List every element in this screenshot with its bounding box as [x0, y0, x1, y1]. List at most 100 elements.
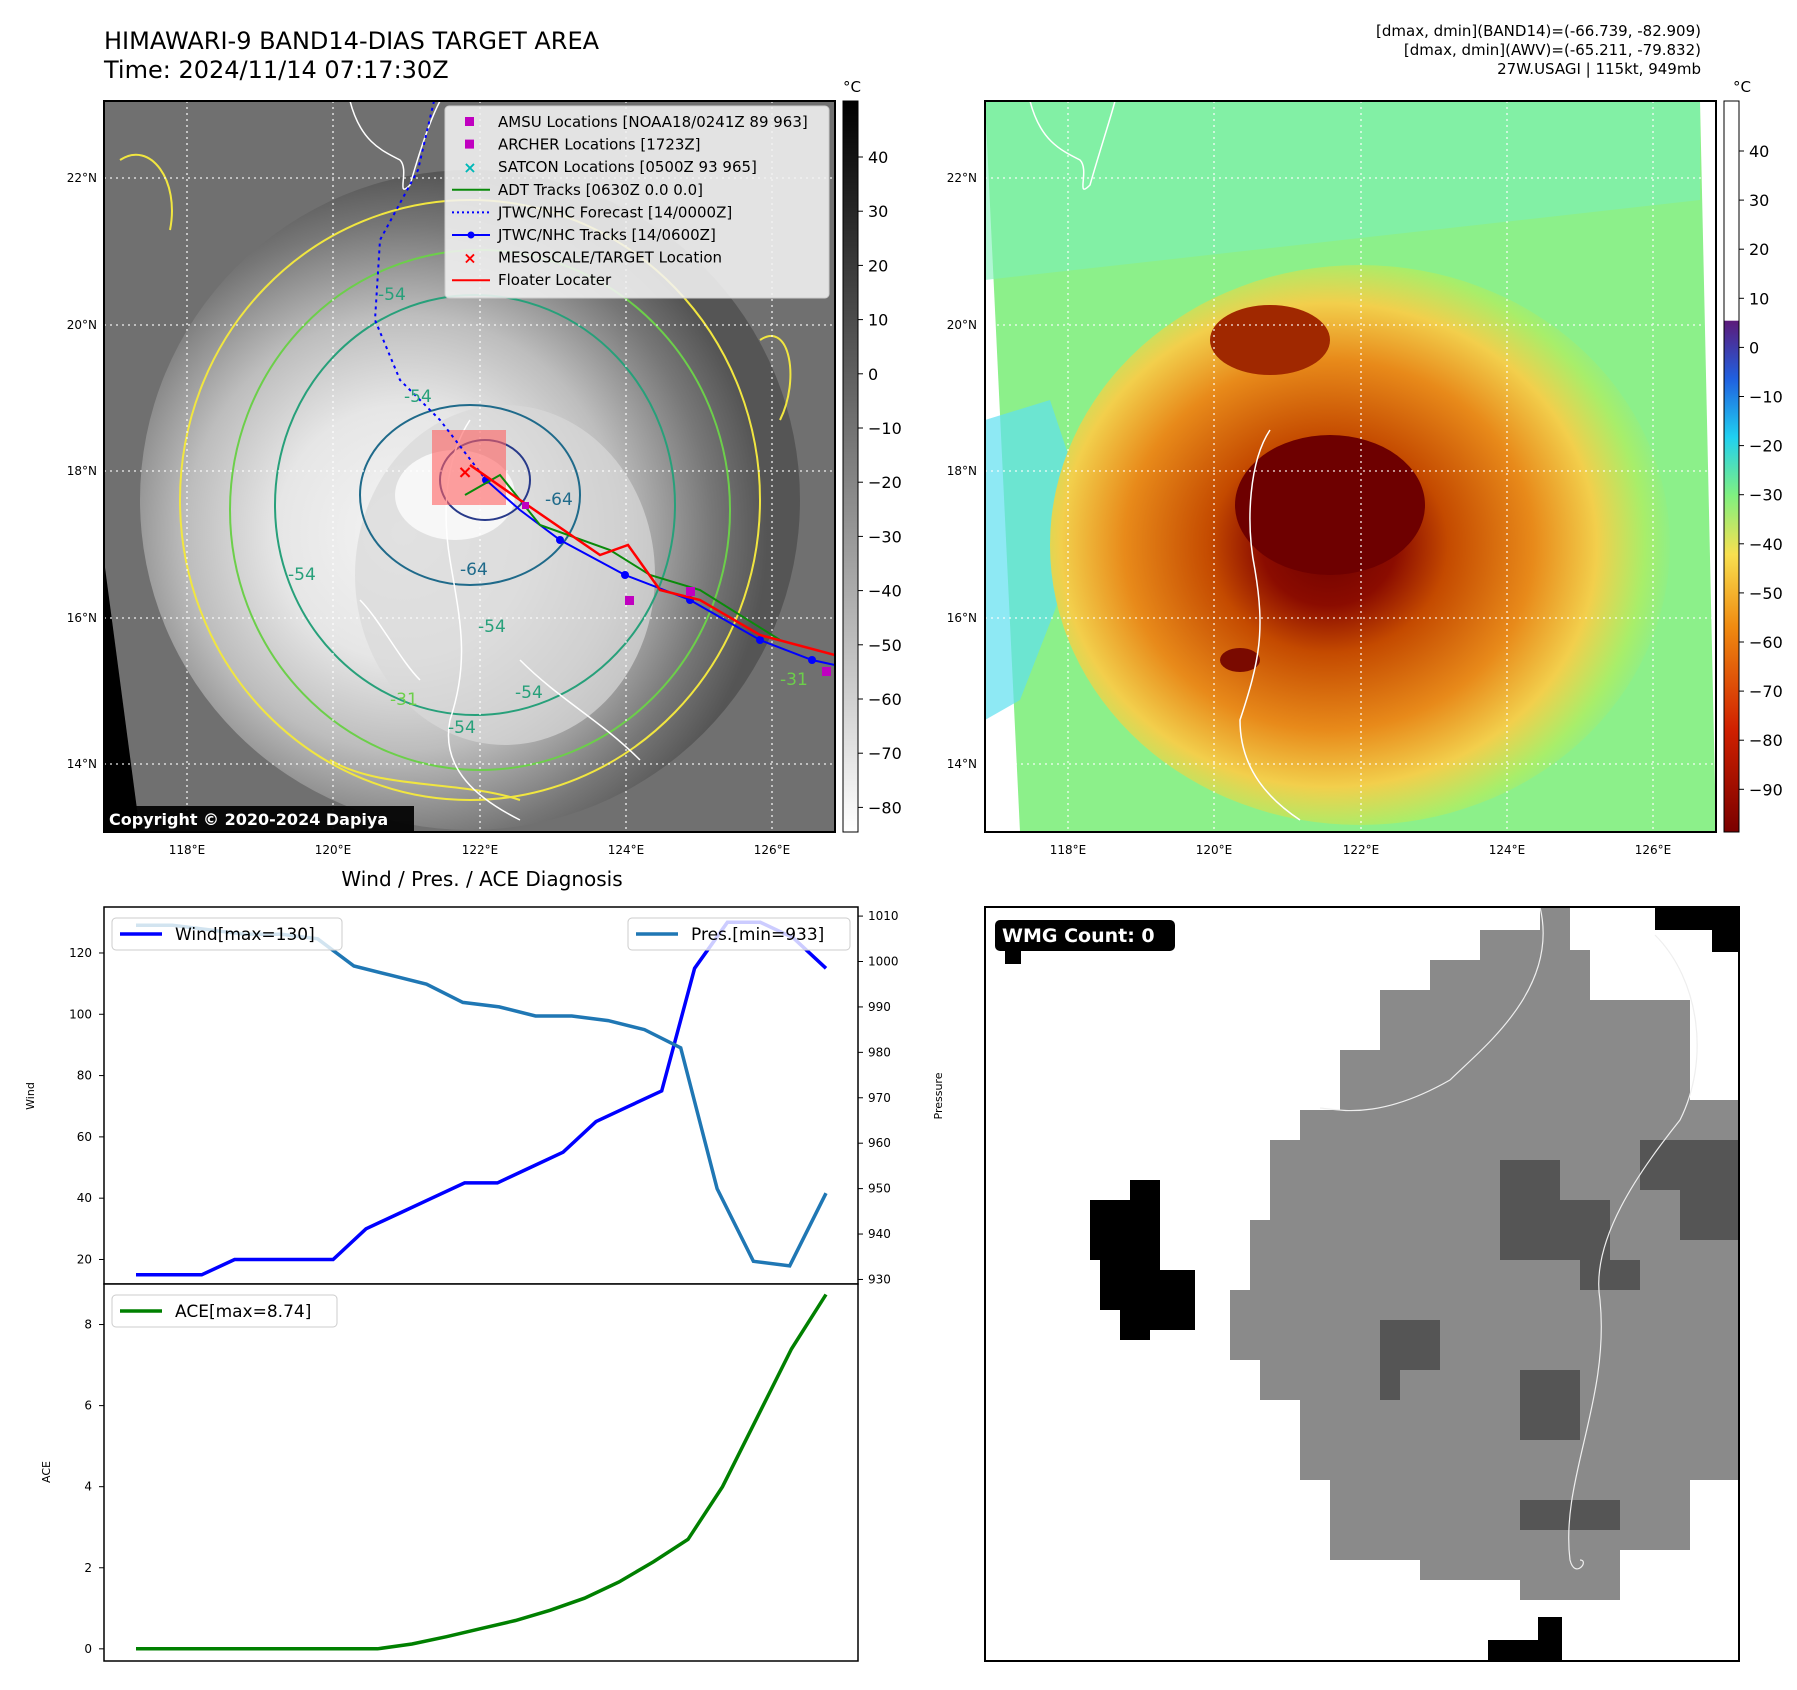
- lat-tick: 14°N: [67, 757, 97, 771]
- lat-tick: 18°N: [67, 464, 97, 478]
- wind-legend-label: Wind[max=130]: [175, 925, 315, 945]
- y-tick-label: 8: [84, 1318, 92, 1332]
- map-color-panel: 118°E 120°E 122°E 124°E 126°E 22°N 20°N …: [947, 100, 1717, 857]
- colorbar-tick-label: 10: [868, 311, 888, 330]
- ace-axis-label: ACE: [40, 1461, 53, 1483]
- y-tick-label: 0: [84, 1642, 92, 1656]
- y2-tick-label: 1010: [868, 909, 899, 923]
- lon-tick: 124°E: [608, 843, 645, 857]
- wind-pressure-chart: Wind / Pres. / ACE Diagnosis 20 40 60 80 100…: [24, 867, 945, 1286]
- y-tick-label: 120: [69, 946, 92, 960]
- map-ir-panel: × -54 -54 -64 -54 -54 -54 -31 -31 -54 -6…: [67, 100, 836, 857]
- legend-label: ARCHER Locations [1723Z]: [498, 136, 701, 154]
- y-tick-label: 40: [77, 1191, 92, 1205]
- legend-label: MESOSCALE/TARGET Location: [498, 249, 722, 267]
- legend-square-marker: [465, 117, 474, 126]
- legend-entry: AMSU Locations [NOAA18/0241Z 89 963]: [465, 113, 808, 131]
- lon-tick: 126°E: [1635, 843, 1672, 857]
- lon-tick: 122°E: [1343, 843, 1380, 857]
- contour-label: -54: [515, 683, 543, 703]
- legend-label: ADT Tracks [0630Z 0.0 0.0]: [498, 181, 703, 199]
- wind-legend: [111, 917, 343, 951]
- y-tick-label: 80: [77, 1069, 92, 1083]
- ace-legend: [111, 1294, 338, 1328]
- lon-tick: 126°E: [754, 843, 791, 857]
- colorbar-tick-label: −40: [868, 582, 902, 601]
- colorbar-tick-label: −90: [1749, 780, 1783, 799]
- pressure-legend: [627, 917, 851, 951]
- contour-label: -64: [460, 560, 488, 580]
- y2-tick-label: 960: [868, 1136, 891, 1150]
- wmg-dense-region: [1640, 1140, 1739, 1240]
- y2-tick-label: 930: [868, 1272, 891, 1286]
- wmg-black-region: [1488, 1617, 1562, 1661]
- floater-track: [469, 463, 835, 657]
- y2-tick-label: 1000: [868, 955, 899, 969]
- colorbar-tick-label: −50: [868, 636, 902, 655]
- lon-tick: 118°E: [169, 843, 206, 857]
- wind-axis-label: Wind: [24, 1082, 37, 1110]
- pressure-legend-label: Pres.[min=933]: [691, 925, 824, 945]
- legend-square-marker: [465, 139, 474, 149]
- colorbar-tick-label: −40: [1749, 535, 1783, 554]
- legend-entry: × SATCON Locations [0500Z 93 965]: [463, 158, 757, 177]
- wmg-black-region: [1090, 1180, 1195, 1340]
- lat-tick: 18°N: [947, 464, 977, 478]
- lat-tick: 16°N: [947, 611, 977, 625]
- colorbar-tick-label: 40: [868, 148, 888, 167]
- forecast-track: [373, 101, 487, 481]
- info-block: [dmax, dmin](BAND14)=(-66.739, -82.909) …: [1101, 22, 1701, 79]
- copyright-text: Copyright © 2020-2024 Dapiya: [109, 810, 388, 829]
- legend-label: AMSU Locations [NOAA18/0241Z 89 963]: [498, 113, 808, 131]
- wmg-count-label: WMG Count: 0: [1002, 925, 1155, 947]
- y2-tick-label: 980: [868, 1045, 891, 1059]
- legend-x-marker: ×: [463, 158, 476, 177]
- dmax-awv: [dmax, dmin](AWV)=(-65.211, -79.832): [1403, 41, 1701, 59]
- y-tick-label: 60: [77, 1130, 92, 1144]
- legend-entry: Floater Locater: [452, 271, 612, 289]
- lon-tick: 120°E: [1196, 843, 1233, 857]
- lat-tick: 20°N: [67, 318, 97, 332]
- colorbar-tick-label: −60: [1749, 633, 1783, 652]
- colorbar-tick-label: −70: [868, 744, 902, 763]
- legend-x-marker: ×: [463, 249, 476, 268]
- colorbar-tick-label: −50: [1749, 584, 1783, 603]
- colorbar-tick-label: −70: [1749, 682, 1783, 701]
- wmg-panel: WMG Count: 0: [984, 906, 1740, 1662]
- y2-tick-label: 940: [868, 1227, 891, 1241]
- ace-chart: 0 2 4 6 8 ACE ACE[max=8.74]: [40, 1283, 859, 1662]
- lat-tick: 16°N: [67, 611, 97, 625]
- contour-label: -54: [378, 285, 406, 305]
- map-legend: AMSU Locations [NOAA18/0241Z 89 963] ARCH…: [444, 105, 830, 299]
- y-tick-label: 100: [69, 1007, 92, 1021]
- colorbar-tick-label: 0: [1749, 338, 1759, 357]
- colorbar-color: °C 40 30 20 10 0 −10 −20 −30 −40 −50 −60 −70 −80 −90: [1723, 78, 1783, 833]
- legend-entry: JTWC/NHC Tracks [14/0600Z]: [452, 226, 716, 244]
- colorbar-tick-label: 30: [1749, 191, 1769, 210]
- colorbar-tick-label: 20: [1749, 240, 1769, 259]
- y-tick-label: 6: [84, 1399, 92, 1413]
- contour-label: -54: [478, 617, 506, 637]
- lon-tick: 118°E: [1050, 843, 1087, 857]
- y2-tick-label: 990: [868, 1000, 891, 1014]
- lat-tick: 14°N: [947, 757, 977, 771]
- target-x-marker: ×: [457, 462, 472, 483]
- storm-info: 27W.USAGI | 115kt, 949mb: [1497, 60, 1701, 78]
- lat-tick: 20°N: [947, 318, 977, 332]
- lat-tick: 22°N: [67, 171, 97, 185]
- colorbar-tick-label: −20: [1749, 437, 1783, 456]
- y2-tick-label: 950: [868, 1182, 891, 1196]
- colorbar-tick-label: −30: [868, 527, 902, 546]
- dmax-band14: [dmax, dmin](BAND14)=(-66.739, -82.909): [1376, 22, 1701, 40]
- ace-legend-label: ACE[max=8.74]: [175, 1302, 311, 1322]
- legend-entry: × MESOSCALE/TARGET Location: [463, 249, 722, 268]
- lon-tick: 124°E: [1489, 843, 1526, 857]
- colorbar-unit: °C: [1733, 78, 1751, 96]
- lat-tick: 22°N: [947, 171, 977, 185]
- legend-label: SATCON Locations [0500Z 93 965]: [498, 158, 757, 176]
- legend-dot-marker: [467, 231, 475, 239]
- colorbar-tick-label: −10: [868, 419, 902, 438]
- colorbar-tick-label: 0: [868, 365, 878, 384]
- y-tick-label: 20: [77, 1252, 92, 1266]
